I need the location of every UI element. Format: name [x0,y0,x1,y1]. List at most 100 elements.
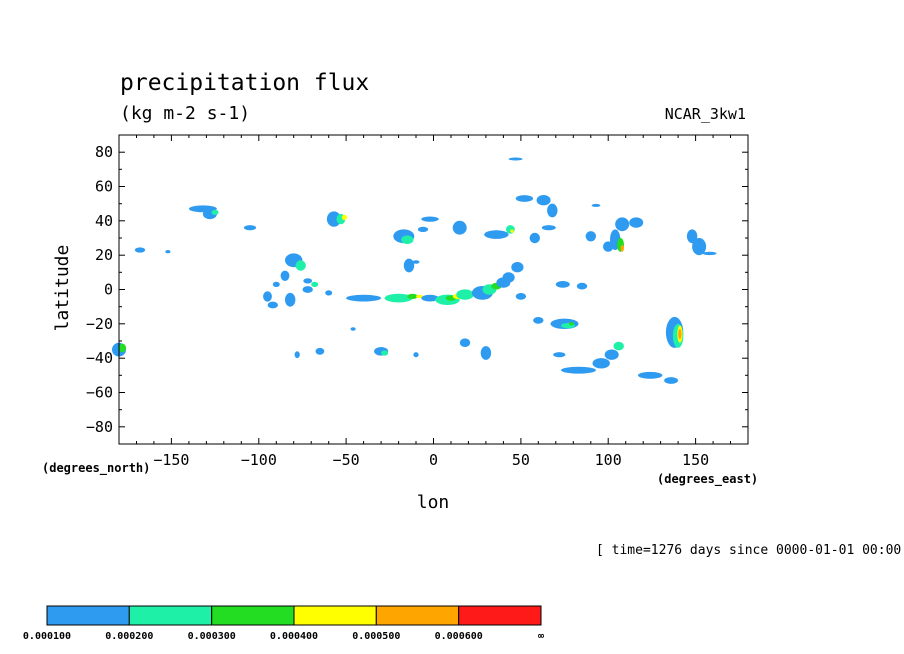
precip-cell [515,293,527,300]
precip-cell [480,346,492,360]
precip-cell [506,225,515,234]
precip-cell [403,258,415,273]
y-tick-label: 20 [95,246,113,264]
y-tick-label: −60 [86,384,113,402]
x-axis: −150 −100 −50 0 50 100 150 [136,135,731,469]
time-label: [ time=1276 days since 0000-01-01 00:00 … [596,543,904,558]
precip-cell [459,338,471,348]
precip-cell [555,281,570,288]
precip-cell [263,291,272,302]
colorbar-label: ∞ [538,631,544,642]
precip-cell [165,250,171,254]
colorbar-label: 0.000200 [105,631,153,642]
x-tick-label: 50 [512,451,530,469]
precip-cell [638,371,663,379]
precip-cell [511,262,524,273]
y-tick-label: 0 [104,281,113,299]
colorbar: 0.000100 0.000200 0.000300 0.000400 0.000500… [23,605,544,642]
precip-cell [541,225,556,231]
precip-cell [561,366,596,374]
colorbar-label: 0.000500 [352,631,400,642]
y-tick-label: 60 [95,178,113,196]
precip-cell [678,328,682,340]
precip-cell [119,343,126,353]
precip-cell [533,317,544,324]
precip-cell [484,230,509,239]
y-tick-label: −20 [86,315,113,333]
y-axis-label: latitude [52,245,73,332]
x-tick-label: 100 [595,451,622,469]
precip-cell [592,358,610,369]
colorbar-label: 0.000100 [23,631,71,642]
model-label: NCAR_3kw1 [665,105,746,123]
precip-cell [536,195,551,206]
precip-cell [585,231,596,242]
precip-cell [350,327,356,331]
colorbar-swatch [128,605,213,626]
precip-cell [272,281,280,287]
precip-cell [502,272,515,283]
precip-cell [211,209,219,215]
colorbar-label: 0.000400 [270,631,318,642]
precip-cell [615,217,630,232]
precip-cell [510,229,514,233]
precip-cell [620,244,624,252]
y-units-label: (degrees_north) [42,461,150,476]
precip-cell [401,235,414,244]
plot-frame [118,134,749,445]
colorbar-swatch [293,605,377,626]
precip-cell [243,225,257,231]
precip-cell [325,290,333,296]
precip-cell [553,352,566,358]
precip-cell [421,294,439,302]
y-tick-label: −80 [86,418,113,436]
precip-cell [412,260,420,264]
colorbar-swatch [46,605,130,626]
colorbar-swatch [211,605,295,626]
colorbar-swatch [458,605,542,626]
precip-cell [315,347,325,355]
x-units-label: (degrees_east) [657,472,758,487]
precip-cell [692,238,707,256]
precip-cell [346,294,382,302]
x-tick-label: −100 [241,451,277,469]
precip-cell [295,260,306,271]
precip-cell [134,247,146,253]
colorbar-label: 0.000600 [435,631,483,642]
precip-field [112,157,717,384]
precip-cell [413,352,419,358]
x-tick-label: 150 [682,451,709,469]
x-tick-label: 0 [429,451,438,469]
precip-cell [604,349,619,360]
precip-cell [529,232,540,244]
chart-units: (kg m-2 s-1) [120,103,250,124]
precip-cell [686,229,698,244]
precip-cell [326,211,341,227]
precip-cell [384,293,413,303]
precip-cell [515,195,534,202]
x-tick-label: −150 [153,451,189,469]
precip-cell [407,293,418,299]
precip-cell [303,278,313,284]
colorbar-swatch [375,605,460,626]
precip-cell [294,351,300,359]
y-tick-label: 40 [95,212,113,230]
precip-cell [267,301,278,309]
x-tick-label: −50 [333,451,360,469]
precip-cell [629,217,644,228]
precip-cell [285,292,296,307]
y-axis: 80 60 40 20 0 −20 −40 −60 −80 [86,143,748,436]
precip-cell [417,226,429,232]
precip-cell [664,377,679,384]
precip-cell [547,203,558,218]
precip-cell [311,281,319,287]
precip-cell [591,203,601,207]
precip-cell [456,289,474,300]
precip-cell [576,282,588,290]
y-tick-label: 80 [95,143,113,161]
y-tick-label: −40 [86,349,113,367]
precip-cell [280,270,290,281]
precip-cell [613,341,624,351]
precip-cell [508,157,523,161]
